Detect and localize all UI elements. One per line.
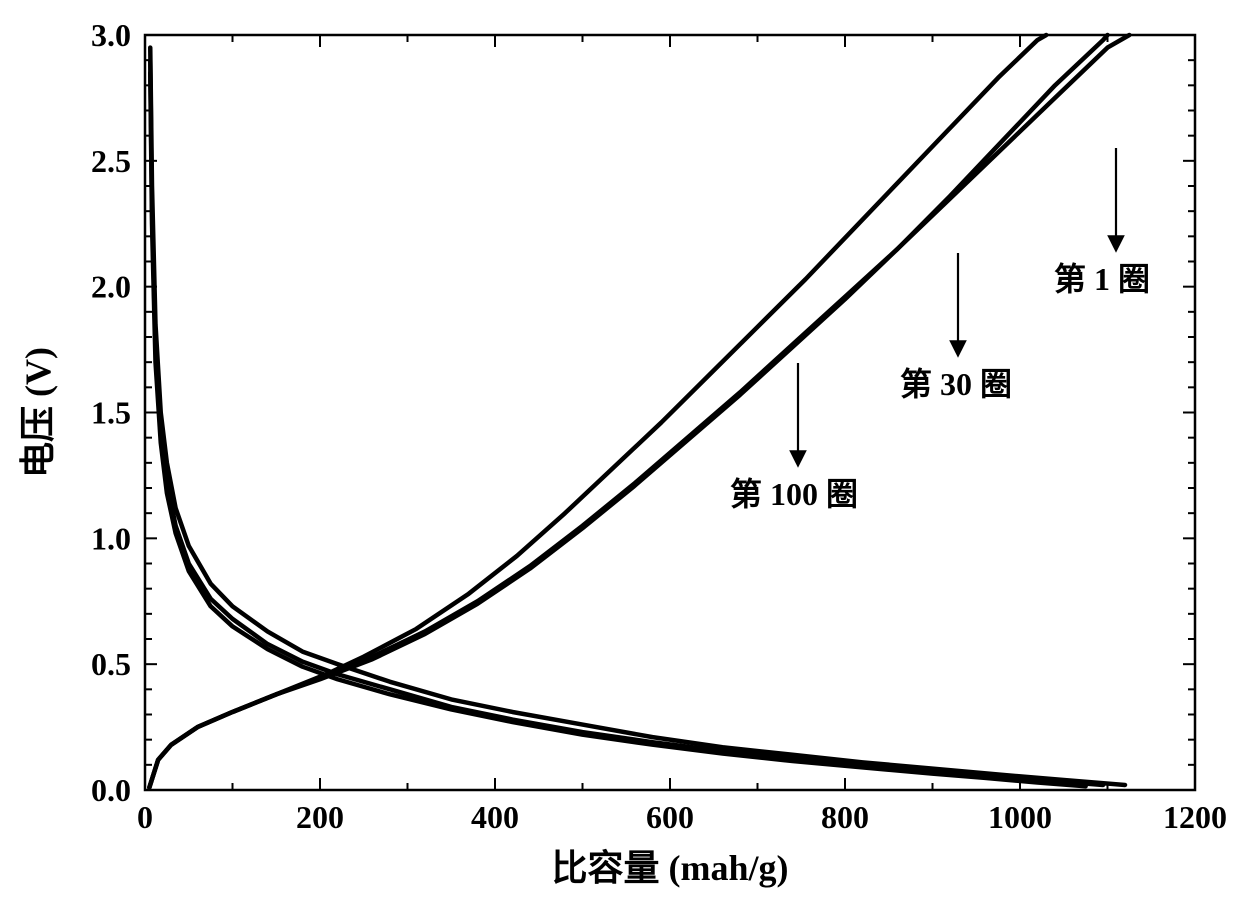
x-tick-label: 800: [821, 799, 869, 835]
x-tick-label: 400: [471, 799, 519, 835]
x-tick-label: 1200: [1163, 799, 1227, 835]
y-tick-label: 1.5: [91, 395, 131, 431]
y-axis-label: 电压 (V): [18, 347, 58, 478]
y-tick-label: 0.5: [91, 646, 131, 682]
x-axis-label: 比容量 (mah/g): [552, 848, 789, 888]
x-tick-label: 200: [296, 799, 344, 835]
x-tick-label: 0: [137, 799, 153, 835]
y-tick-label: 2.0: [91, 269, 131, 305]
y-tick-label: 1.0: [91, 520, 131, 556]
x-tick-label: 1000: [988, 799, 1052, 835]
label-cycle-1-text: 第 1 圈: [1054, 261, 1150, 297]
label-cycle-100-text: 第 100 圈: [730, 476, 858, 512]
x-tick-label: 600: [646, 799, 694, 835]
y-tick-label: 0.0: [91, 772, 131, 808]
chart-container: 0 200 400 600 800 1000 1200 0.0 0.5 1.0 1.5 2.0 2.5 3…: [0, 0, 1240, 911]
label-cycle-30-text: 第 30 圈: [900, 366, 1012, 402]
chart-background: [0, 0, 1240, 911]
y-tick-label: 2.5: [91, 143, 131, 179]
y-tick-label: 3.0: [91, 17, 131, 53]
voltage-capacity-chart: 0 200 400 600 800 1000 1200 0.0 0.5 1.0 1.5 2.0 2.5 3…: [0, 0, 1240, 911]
